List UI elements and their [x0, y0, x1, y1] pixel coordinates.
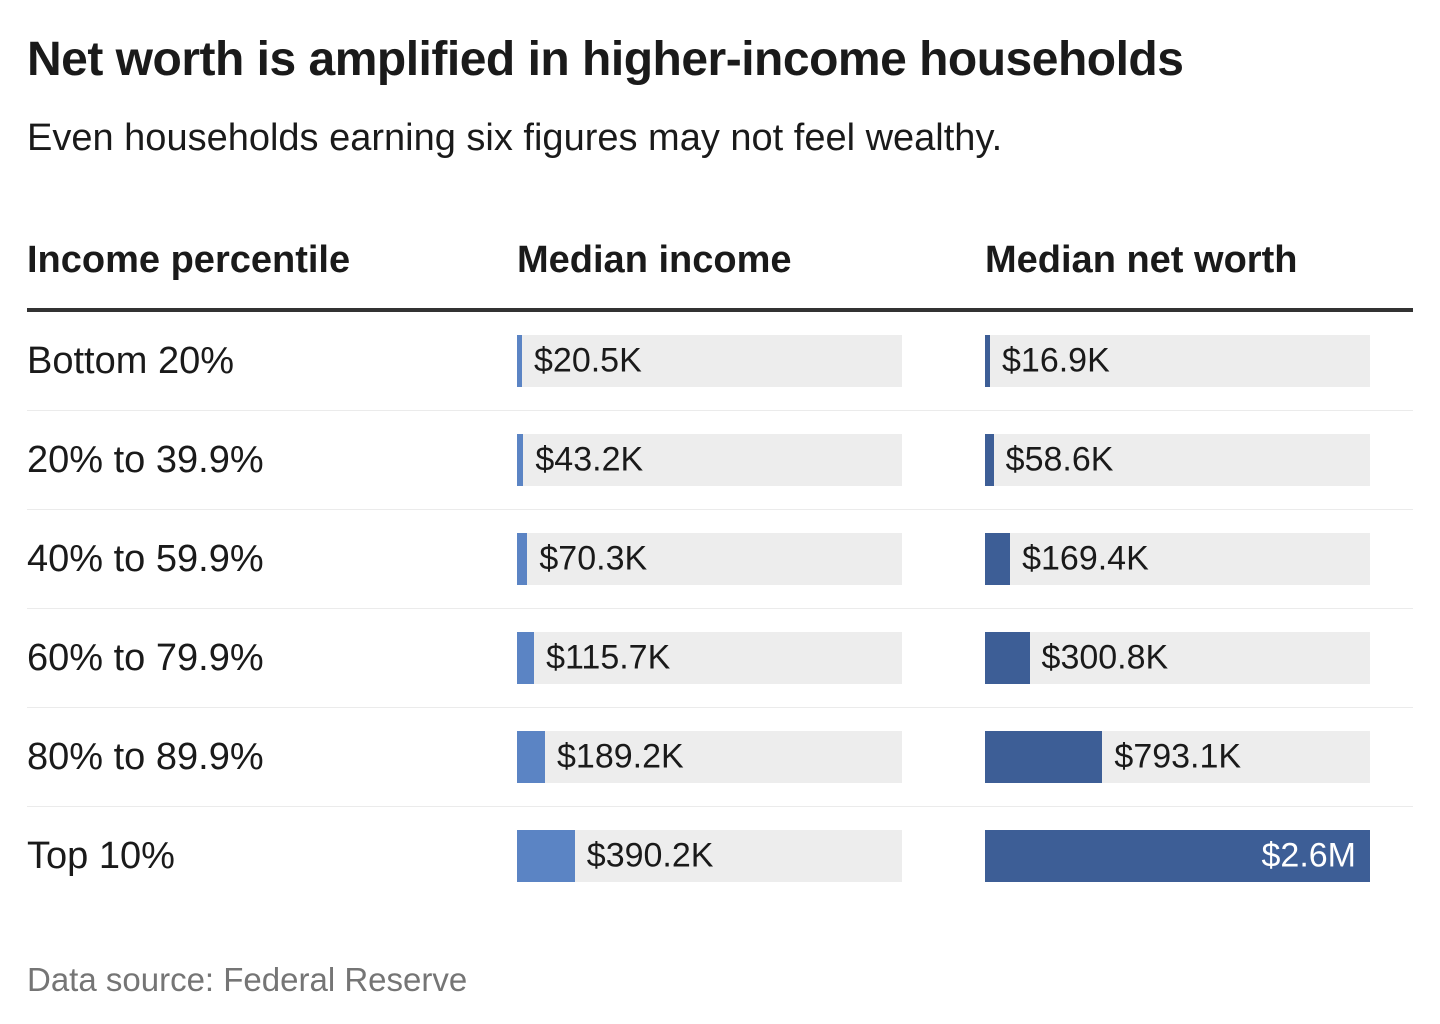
net-worth-bar-track: $793.1K: [985, 731, 1370, 783]
row-label: 60% to 79.9%: [27, 636, 264, 679]
income-bar-cell: $70.3K: [517, 533, 985, 585]
net-worth-bar-cell: $58.6K: [985, 434, 1413, 486]
page-subtitle: Even households earning six figures may …: [27, 117, 1003, 159]
income-bar-cell: $115.7K: [517, 632, 985, 684]
net-worth-value-label: $793.1K: [1114, 737, 1242, 776]
net-worth-bar: [985, 434, 994, 486]
net-worth-bar: [985, 731, 1103, 783]
income-bar: [517, 830, 575, 882]
net-worth-value-label: $2.6M: [1261, 836, 1357, 875]
page-title: Net worth is amplified in higher-income …: [27, 33, 1184, 86]
column-header-median-income: Median income: [517, 239, 792, 281]
income-bar-track: $43.2K: [517, 434, 902, 486]
table-row: 80% to 89.9% $189.2K $793.1K: [27, 707, 1413, 806]
row-label: Bottom 20%: [27, 339, 234, 382]
net-worth-bar-cell: $16.9K: [985, 335, 1413, 387]
net-worth-bar-cell: $169.4K: [985, 533, 1413, 585]
table-row: Bottom 20% $20.5K $16.9K: [27, 312, 1413, 410]
income-bar-track: $189.2K: [517, 731, 902, 783]
income-value-label: $20.5K: [534, 341, 642, 380]
net-worth-bar-track: $300.8K: [985, 632, 1370, 684]
net-worth-value-label: $169.4K: [1022, 539, 1149, 578]
net-worth-bar-track: $16.9K: [985, 335, 1370, 387]
table-row: Top 10% $390.2K $2.6M: [27, 806, 1413, 905]
net-worth-bar-track: $2.6M: [985, 830, 1370, 882]
income-bar-cell: $43.2K: [517, 434, 985, 486]
income-bar: [517, 335, 522, 387]
income-value-label: $189.2K: [557, 737, 684, 776]
net-worth-bar: [985, 830, 1370, 882]
table-row: 60% to 79.9% $115.7K $300.8K: [27, 608, 1413, 707]
row-label: 40% to 59.9%: [27, 537, 264, 580]
income-bar-cell: $20.5K: [517, 335, 985, 387]
net-worth-bar: [985, 632, 1030, 684]
row-label: 80% to 89.9%: [27, 735, 264, 778]
income-bar: [517, 533, 528, 585]
table-header-row: Income percentile Median income Median n…: [27, 238, 1413, 312]
income-value-label: $390.2K: [586, 836, 714, 875]
net-worth-bar-cell: $300.8K: [985, 632, 1413, 684]
net-worth-bar-cell: $793.1K: [985, 731, 1413, 783]
income-bar: [517, 434, 524, 486]
net-worth-bar-track: $58.6K: [985, 434, 1370, 486]
income-bar-cell: $189.2K: [517, 731, 985, 783]
income-bar-track: $115.7K: [517, 632, 902, 684]
income-bar-track: $390.2K: [517, 830, 902, 882]
net-worth-bar: [985, 533, 1011, 585]
net-worth-bar-cell: $2.6M: [985, 830, 1413, 882]
income-bar-track: $20.5K: [517, 335, 902, 387]
column-header-percentile: Income percentile: [27, 239, 351, 281]
data-source-note: Data source: Federal Reserve: [27, 961, 468, 998]
table-row: 20% to 39.9% $43.2K $58.6K: [27, 410, 1413, 509]
income-value-label: $115.7K: [546, 638, 671, 677]
net-worth-value-label: $16.9K: [1002, 341, 1110, 380]
table-body: Bottom 20% $20.5K $16.9K 20% to 39.9% $4…: [27, 312, 1413, 905]
column-header-median-net-worth: Median net worth: [985, 239, 1298, 281]
net-worth-value-label: $300.8K: [1041, 638, 1169, 677]
row-label: 20% to 39.9%: [27, 438, 264, 481]
net-worth-value-label: $58.6K: [1005, 440, 1114, 479]
income-bar: [517, 632, 535, 684]
table-row: 40% to 59.9% $70.3K $169.4K: [27, 509, 1413, 608]
income-bar-cell: $390.2K: [517, 830, 985, 882]
row-label: Top 10%: [27, 834, 175, 877]
net-worth-bar: [985, 335, 990, 387]
income-value-label: $70.3K: [539, 539, 648, 578]
income-bar: [517, 731, 546, 783]
net-worth-bar-track: $169.4K: [985, 533, 1370, 585]
income-bar-track: $70.3K: [517, 533, 902, 585]
income-value-label: $43.2K: [535, 440, 644, 479]
